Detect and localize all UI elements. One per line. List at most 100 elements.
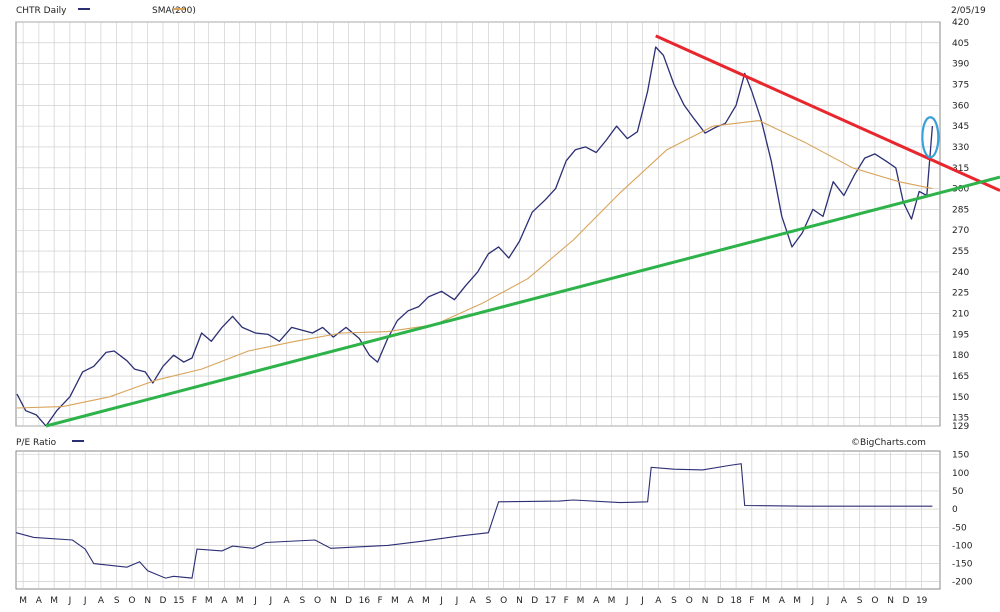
pe-y-tick-label: 0: [952, 505, 958, 515]
pe-y-tick-label: 100: [952, 469, 969, 479]
x-tick-label: D: [717, 596, 724, 606]
x-tick-label: D: [159, 596, 166, 606]
sma-line: [16, 120, 933, 409]
x-tick-label: S: [114, 596, 120, 606]
x-tick-label: D: [531, 596, 538, 606]
x-tick-label: O: [314, 596, 321, 606]
price-y-tick-label: 129: [952, 422, 969, 432]
price-y-tick-label: 240: [952, 268, 969, 278]
resistance-trendline: [655, 34, 1000, 192]
date-label: 2/05/19: [951, 6, 986, 16]
price-line: [16, 46, 934, 426]
price-y-tick-label: 330: [952, 143, 969, 153]
x-tick-label: M: [793, 596, 801, 606]
price-y-tick-label: 165: [952, 372, 969, 382]
pe-y-tick-label: 150: [952, 451, 969, 461]
x-tick-label: J: [826, 596, 830, 606]
price-y-tick-label: 390: [952, 60, 969, 70]
price-panel-frame: [15, 21, 941, 427]
price-y-tick-label: 255: [952, 247, 969, 257]
x-tick-label: N: [702, 596, 709, 606]
x-tick-label: J: [640, 596, 644, 606]
price-y-tick-label: 420: [952, 18, 969, 28]
pe-y-tick-label: -100: [952, 541, 973, 551]
price-y-tick-label: 270: [952, 226, 969, 236]
price-y-tick-label: 300: [952, 185, 969, 195]
x-tick-label: D: [345, 596, 352, 606]
price-panel-series: [16, 46, 934, 426]
x-tick-label: O: [500, 596, 507, 606]
x-tick-label: M: [577, 596, 585, 606]
x-tick-label: M: [236, 596, 244, 606]
price-y-tick-label: 225: [952, 289, 969, 299]
x-tick-label: S: [857, 596, 863, 606]
x-axis: M A M J J A S O N D 15 F M A M J J A S O N D 16 F M A M J J A S O N D 17 F M…: [19, 596, 927, 606]
sma-legend-label: SMA(200): [152, 6, 196, 16]
x-tick-label: 15: [173, 596, 184, 606]
x-tick-label: 19: [916, 596, 928, 606]
price-y-tick-label: 315: [952, 164, 969, 174]
price-y-tick-label: 375: [952, 80, 969, 90]
pe-y-tick-label: -200: [952, 578, 973, 588]
x-tick-label: A: [593, 596, 600, 606]
x-tick-label: 18: [730, 596, 742, 606]
x-tick-label: N: [887, 596, 894, 606]
x-tick-label: O: [871, 596, 878, 606]
x-tick-label: J: [455, 596, 459, 606]
x-tick-label: A: [779, 596, 786, 606]
x-tick-label: A: [655, 596, 662, 606]
x-tick-label: M: [19, 596, 27, 606]
credit-label: ©BigCharts.com: [851, 438, 926, 448]
x-tick-label: J: [83, 596, 87, 606]
price-y-tick-label: 210: [952, 310, 969, 320]
x-tick-label: J: [253, 596, 257, 606]
x-tick-label: 16: [359, 596, 371, 606]
x-tick-label: A: [470, 596, 477, 606]
x-tick-label: M: [50, 596, 58, 606]
x-tick-label: D: [902, 596, 909, 606]
price-y-tick-label: 150: [952, 393, 969, 403]
price-y-tick-label: 405: [952, 39, 969, 49]
support-trendline: [45, 175, 1000, 428]
price-y-tick-label: 195: [952, 330, 969, 340]
x-tick-label: F: [192, 596, 197, 606]
pe-y-tick-label: -150: [952, 560, 973, 570]
x-tick-label: F: [378, 596, 383, 606]
price-panel-grid: [16, 21, 940, 427]
pe-y-tick-label: -50: [952, 523, 967, 533]
highlight-ellipse: [921, 116, 940, 159]
price-legend-label: CHTR Daily: [16, 6, 67, 16]
x-tick-label: A: [283, 596, 290, 606]
x-tick-label: M: [205, 596, 213, 606]
x-tick-label: F: [749, 596, 754, 606]
x-tick-label: J: [68, 596, 72, 606]
x-tick-label: M: [762, 596, 770, 606]
x-tick-label: 17: [545, 596, 556, 606]
x-tick-label: J: [439, 596, 443, 606]
x-tick-label: M: [608, 596, 616, 606]
price-y-tick-label: 360: [952, 101, 969, 111]
x-tick-label: A: [36, 596, 43, 606]
x-tick-label: M: [391, 596, 399, 606]
x-tick-label: S: [299, 596, 305, 606]
x-tick-label: N: [144, 596, 151, 606]
price-y-tick-label: 180: [952, 351, 969, 361]
x-tick-label: M: [422, 596, 430, 606]
price-y-tick-label: 345: [952, 122, 969, 132]
price-y-tick-label: 135: [952, 414, 969, 424]
x-tick-label: O: [686, 596, 693, 606]
pe-y-axis: -200 -150 -100 -50 0 50 100 150: [952, 451, 973, 588]
x-tick-label: N: [330, 596, 337, 606]
x-tick-label: O: [128, 596, 135, 606]
x-tick-label: N: [516, 596, 523, 606]
x-tick-label: A: [221, 596, 228, 606]
x-tick-label: S: [486, 596, 492, 606]
pe-panel-series: [16, 463, 933, 579]
x-tick-label: A: [841, 596, 848, 606]
price-panel-trendlines: [45, 34, 1000, 428]
price-y-tick-label: 285: [952, 205, 969, 215]
x-tick-label: J: [811, 596, 815, 606]
x-tick-label: A: [408, 596, 415, 606]
